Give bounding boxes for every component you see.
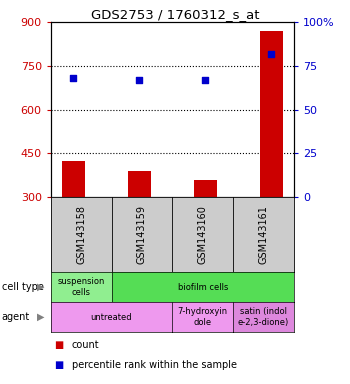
Bar xyxy=(194,179,217,197)
Point xyxy=(71,75,76,81)
Text: ■: ■ xyxy=(54,360,63,370)
Text: agent: agent xyxy=(2,312,30,322)
Text: count: count xyxy=(72,340,99,350)
Text: percentile rank within the sample: percentile rank within the sample xyxy=(72,360,237,370)
Text: ▶: ▶ xyxy=(36,282,44,292)
Text: GDS2753 / 1760312_s_at: GDS2753 / 1760312_s_at xyxy=(91,8,259,22)
Point xyxy=(136,77,142,83)
Text: GSM143160: GSM143160 xyxy=(198,205,208,264)
Text: untreated: untreated xyxy=(91,313,132,321)
Text: ▶: ▶ xyxy=(36,312,44,322)
Text: cell type: cell type xyxy=(2,282,44,292)
Bar xyxy=(62,161,85,197)
Bar xyxy=(260,31,283,197)
Text: GSM143158: GSM143158 xyxy=(76,205,86,264)
Text: GSM143161: GSM143161 xyxy=(259,205,268,264)
Point xyxy=(203,77,208,83)
Point xyxy=(268,50,274,56)
Text: biofilm cells: biofilm cells xyxy=(177,283,228,291)
Text: ■: ■ xyxy=(54,340,63,350)
Bar xyxy=(128,171,151,197)
Text: 7-hydroxyin
dole: 7-hydroxyin dole xyxy=(178,307,228,327)
Text: satin (indol
e-2,3-dione): satin (indol e-2,3-dione) xyxy=(238,307,289,327)
Text: GSM143159: GSM143159 xyxy=(137,205,147,264)
Text: suspension
cells: suspension cells xyxy=(57,277,105,297)
